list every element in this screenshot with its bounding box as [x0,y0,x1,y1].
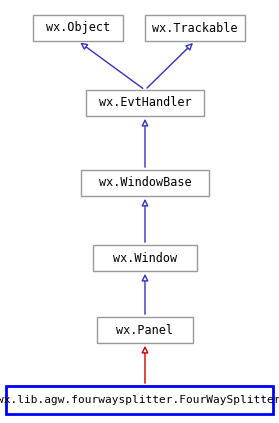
Text: wx.lib.agw.fourwaysplitter.FourWaySplitter: wx.lib.agw.fourwaysplitter.FourWaySplitt… [0,395,279,405]
FancyBboxPatch shape [33,15,123,41]
FancyBboxPatch shape [145,15,245,41]
Text: wx.Window: wx.Window [113,252,177,264]
FancyBboxPatch shape [6,386,273,414]
Text: wx.WindowBase: wx.WindowBase [99,176,191,190]
FancyBboxPatch shape [81,170,209,196]
FancyBboxPatch shape [97,317,193,343]
Text: wx.Object: wx.Object [46,22,110,35]
FancyBboxPatch shape [93,245,197,271]
Text: wx.EvtHandler: wx.EvtHandler [99,96,191,110]
FancyBboxPatch shape [86,90,204,116]
Text: wx.Trackable: wx.Trackable [152,22,238,35]
Text: wx.Panel: wx.Panel [117,324,174,337]
